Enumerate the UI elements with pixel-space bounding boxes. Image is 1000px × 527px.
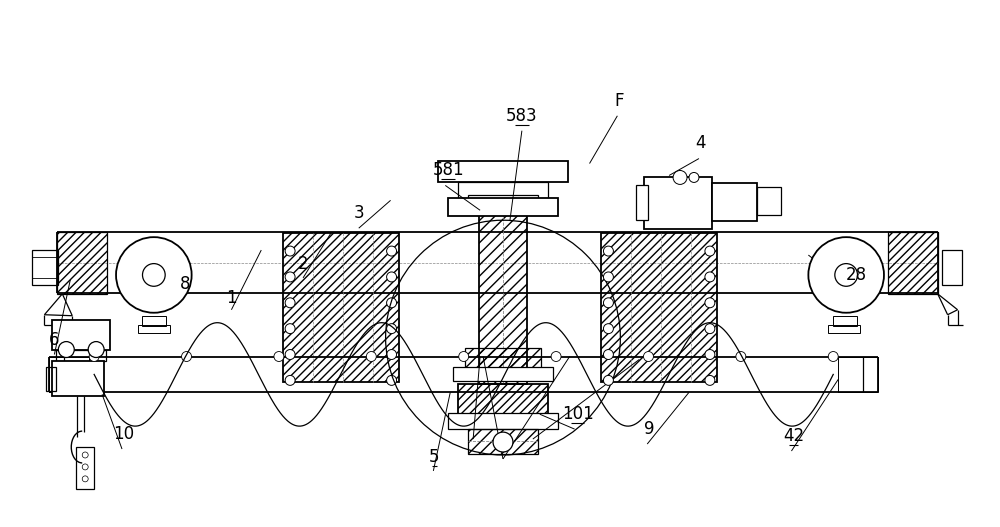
Bar bbox=[52, 362, 104, 396]
Bar bbox=[644, 178, 712, 229]
Text: 9: 9 bbox=[644, 420, 654, 438]
Circle shape bbox=[387, 349, 397, 359]
Bar bbox=[712, 183, 757, 221]
Bar bbox=[448, 413, 558, 429]
Circle shape bbox=[459, 352, 469, 362]
Circle shape bbox=[366, 352, 376, 362]
Circle shape bbox=[603, 272, 613, 282]
Circle shape bbox=[58, 341, 74, 357]
Bar bbox=[468, 429, 538, 454]
Circle shape bbox=[82, 464, 88, 470]
Circle shape bbox=[89, 352, 99, 362]
Bar bbox=[76, 447, 94, 489]
Bar bbox=[757, 188, 781, 215]
Circle shape bbox=[808, 237, 884, 313]
Text: 6: 6 bbox=[49, 330, 60, 348]
Bar bbox=[833, 316, 857, 326]
Bar bbox=[32, 250, 58, 285]
Circle shape bbox=[285, 375, 295, 385]
Circle shape bbox=[828, 352, 838, 362]
Text: 4: 4 bbox=[696, 134, 706, 152]
Circle shape bbox=[705, 246, 715, 256]
Bar bbox=[479, 200, 527, 384]
Circle shape bbox=[387, 298, 397, 308]
Text: 3: 3 bbox=[353, 204, 364, 222]
Bar bbox=[283, 233, 399, 383]
Text: 42: 42 bbox=[783, 427, 804, 445]
Text: 28: 28 bbox=[846, 266, 867, 284]
Circle shape bbox=[493, 432, 513, 452]
Circle shape bbox=[387, 375, 397, 385]
Text: 1: 1 bbox=[226, 289, 237, 307]
Circle shape bbox=[88, 341, 104, 357]
Circle shape bbox=[736, 352, 746, 362]
Circle shape bbox=[387, 246, 397, 256]
Circle shape bbox=[285, 272, 295, 282]
Bar bbox=[636, 186, 648, 220]
Bar bbox=[888, 232, 938, 294]
Bar bbox=[453, 367, 553, 382]
Circle shape bbox=[285, 324, 295, 334]
Circle shape bbox=[643, 352, 653, 362]
Circle shape bbox=[705, 375, 715, 385]
Circle shape bbox=[274, 352, 284, 362]
Circle shape bbox=[285, 349, 295, 359]
Bar bbox=[458, 384, 548, 414]
Bar bbox=[465, 347, 541, 369]
Text: 10: 10 bbox=[113, 425, 135, 443]
Circle shape bbox=[551, 352, 561, 362]
Bar bbox=[828, 325, 860, 333]
Circle shape bbox=[603, 349, 613, 359]
Circle shape bbox=[603, 324, 613, 334]
Circle shape bbox=[285, 298, 295, 308]
Circle shape bbox=[705, 324, 715, 334]
Circle shape bbox=[603, 298, 613, 308]
Bar bbox=[438, 161, 568, 182]
Circle shape bbox=[142, 264, 165, 286]
Circle shape bbox=[603, 246, 613, 256]
Bar bbox=[838, 356, 878, 392]
Text: 5: 5 bbox=[429, 448, 440, 466]
Circle shape bbox=[82, 452, 88, 458]
Bar bbox=[57, 232, 107, 294]
Bar bbox=[448, 198, 558, 216]
Circle shape bbox=[705, 349, 715, 359]
Circle shape bbox=[116, 237, 192, 313]
Bar bbox=[458, 182, 548, 200]
Circle shape bbox=[835, 264, 858, 286]
Circle shape bbox=[689, 172, 699, 182]
Circle shape bbox=[285, 246, 295, 256]
Text: F: F bbox=[615, 92, 624, 110]
Bar bbox=[142, 316, 166, 326]
Text: 583: 583 bbox=[506, 107, 538, 125]
Text: 2: 2 bbox=[298, 255, 308, 273]
Circle shape bbox=[82, 476, 88, 482]
Bar bbox=[468, 196, 538, 210]
Bar bbox=[601, 233, 717, 383]
Circle shape bbox=[705, 272, 715, 282]
Bar bbox=[52, 320, 110, 349]
Circle shape bbox=[603, 375, 613, 385]
Circle shape bbox=[387, 324, 397, 334]
Bar bbox=[138, 325, 170, 333]
Circle shape bbox=[673, 171, 687, 184]
Bar bbox=[49, 356, 89, 392]
Circle shape bbox=[182, 352, 192, 362]
Text: 8: 8 bbox=[179, 275, 190, 293]
Circle shape bbox=[705, 298, 715, 308]
Text: 581: 581 bbox=[432, 161, 464, 180]
Circle shape bbox=[387, 272, 397, 282]
Bar bbox=[942, 250, 962, 285]
Text: 101: 101 bbox=[562, 405, 593, 423]
Bar bbox=[56, 349, 106, 362]
Bar bbox=[46, 367, 56, 392]
